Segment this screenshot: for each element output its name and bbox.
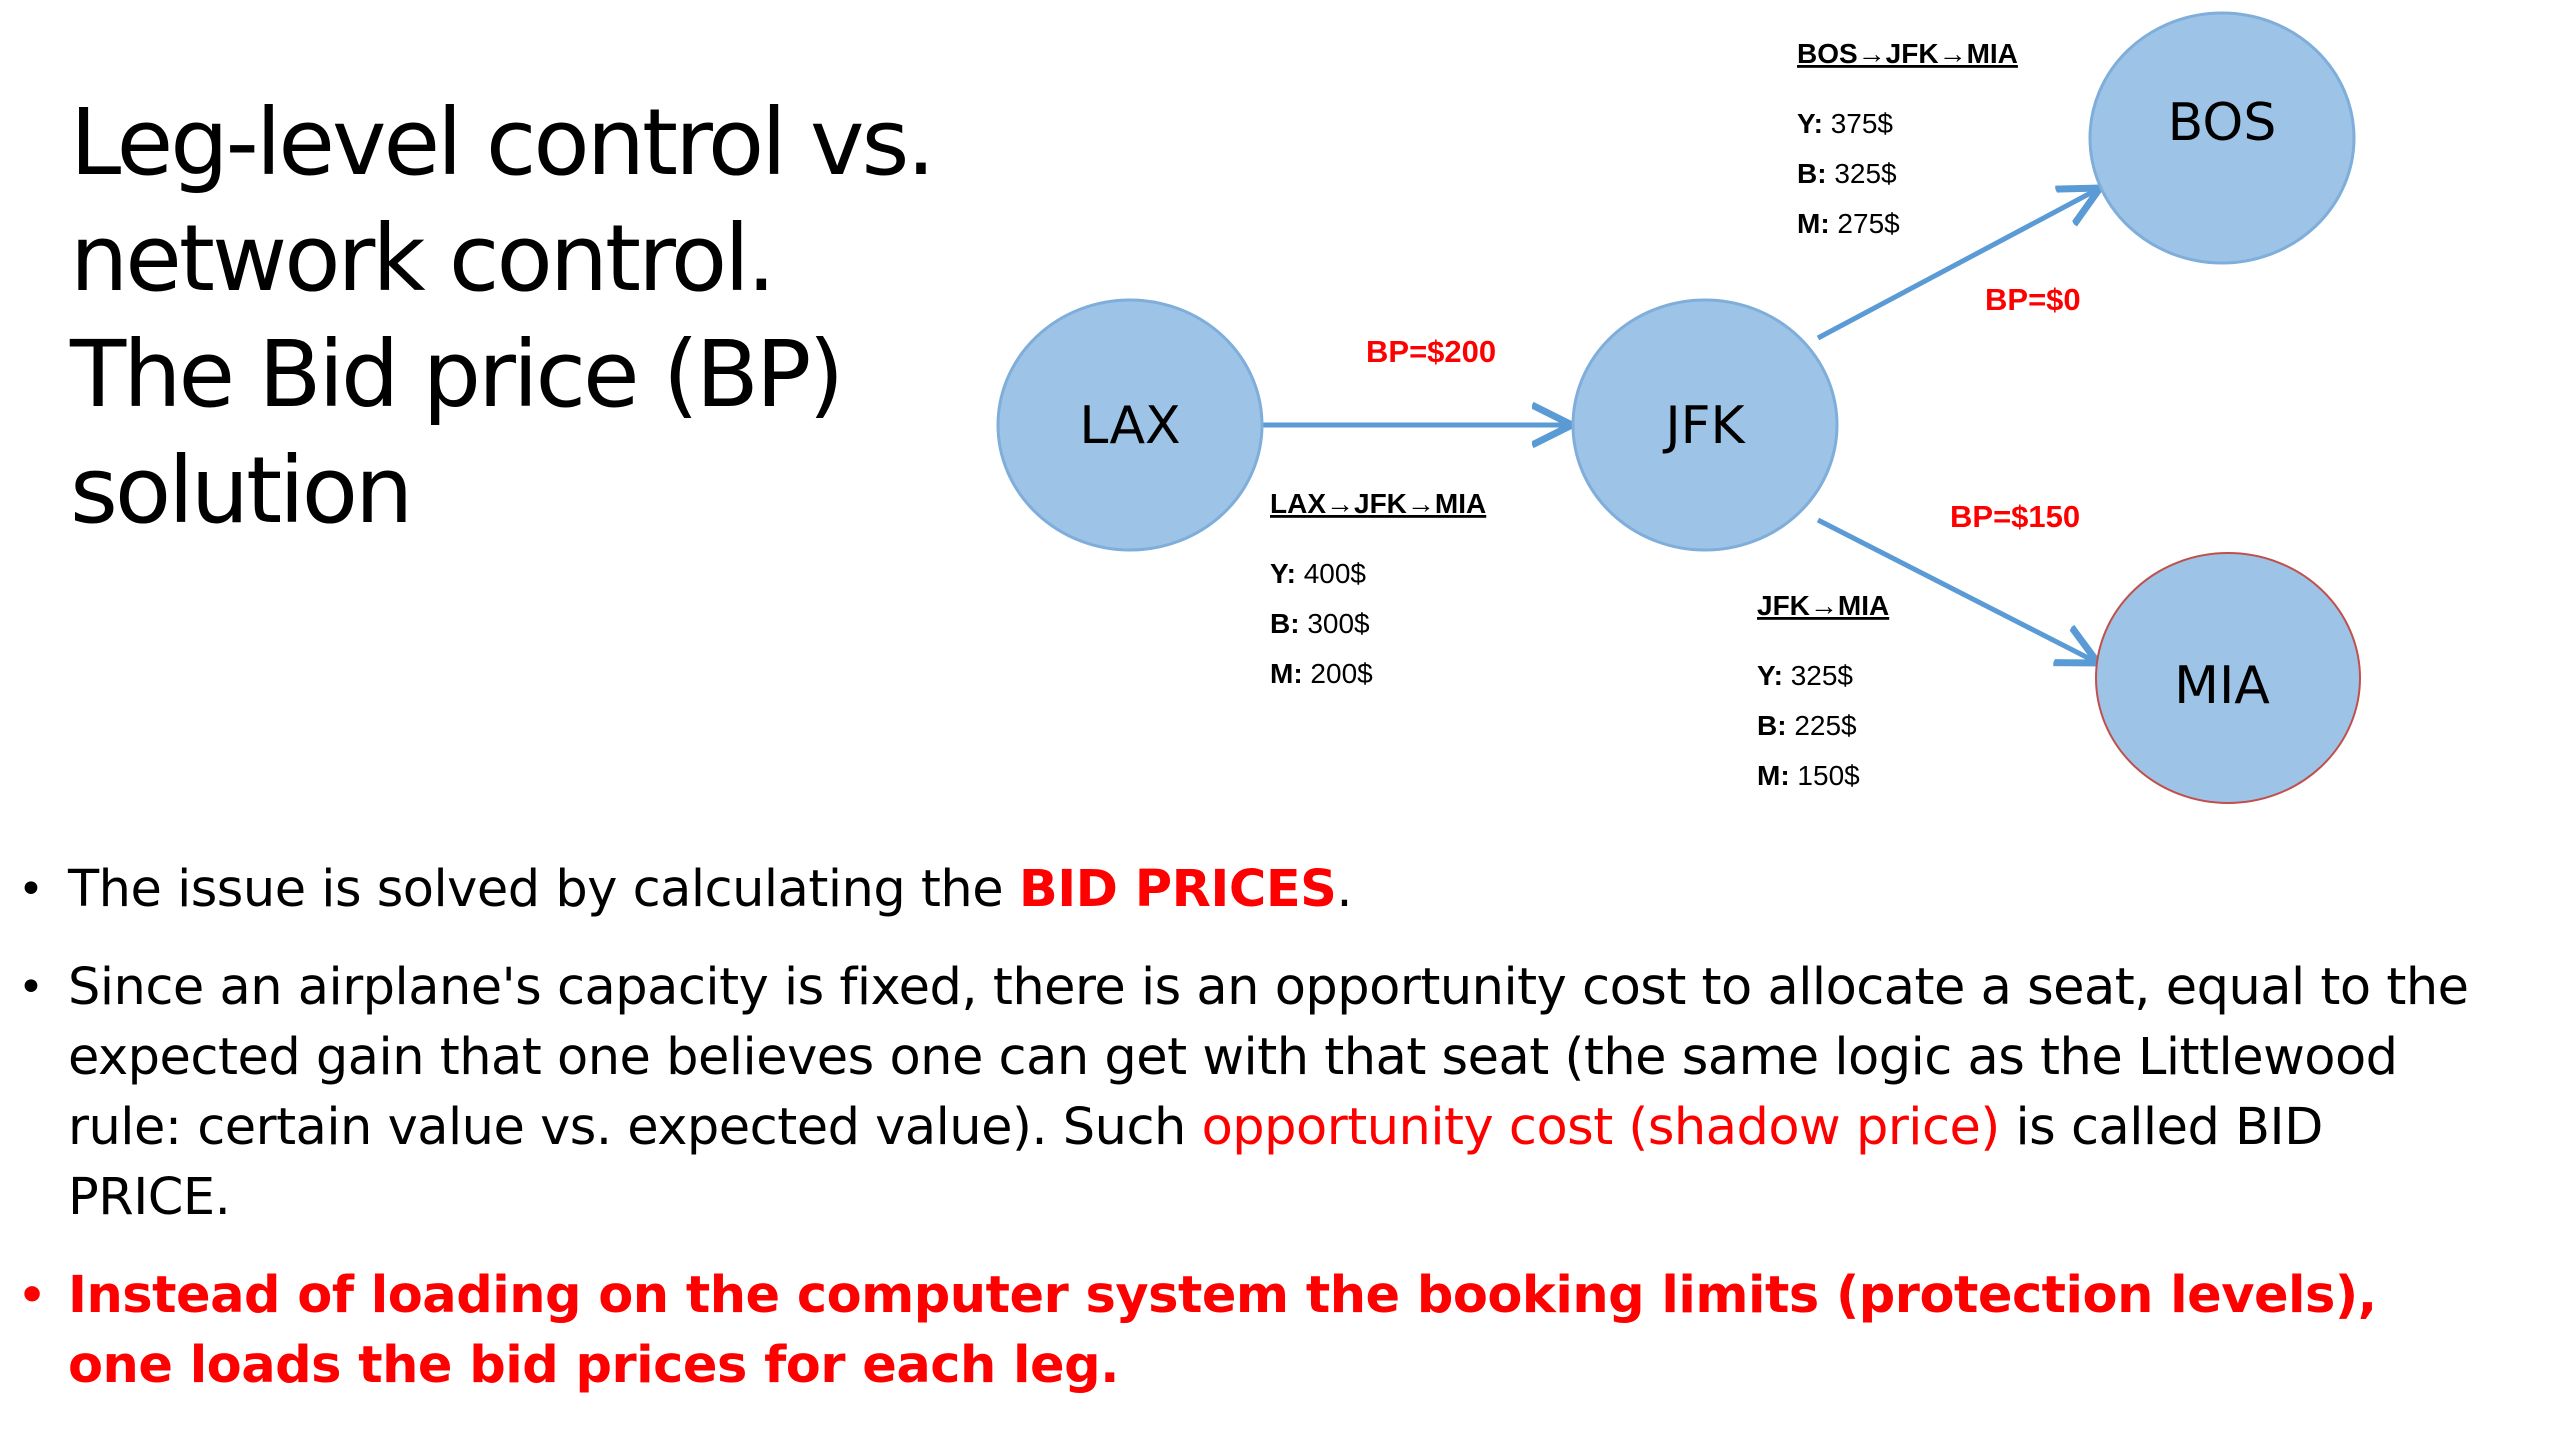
bullet-text: Since an airplane's capacity is fixed, t… xyxy=(68,958,2469,1157)
node-mia: MIA xyxy=(2095,552,2361,804)
fare-row: M: 275$ xyxy=(1797,208,1900,239)
bullet-highlight: BID PRICES xyxy=(1018,860,1337,919)
fare-block-jfk-mia: JFK→MIA Y: 325$ B: 225$ M: 150$ xyxy=(1757,590,1889,791)
fare-block-bos-jfk-mia: BOS→JFK→MIA Y: 375$ B: 325$ M: 275$ xyxy=(1797,38,2018,239)
fare-row: Y: 400$ xyxy=(1270,558,1366,589)
node-bos-label: BOS xyxy=(2168,93,2277,153)
edge-jfk-mia xyxy=(1816,517,2098,663)
bullet-text: The issue is solved by calculating the xyxy=(68,860,1019,919)
title-line-1: Leg-level control vs. xyxy=(70,89,936,196)
fare-row: B: 325$ xyxy=(1797,158,1897,189)
edge-jfk-bos xyxy=(1816,188,2100,341)
network-diagram: LAX JFK BOS MIA BP=$200 BP=$0 BP=$150 BO… xyxy=(996,11,2361,804)
fare-row: Y: 375$ xyxy=(1797,108,1893,139)
fare-row: M: 200$ xyxy=(1270,658,1373,689)
fare-row: B: 225$ xyxy=(1757,710,1857,741)
node-mia-label: MIA xyxy=(2174,656,2270,716)
bullet-item: Instead of loading on the computer syste… xyxy=(18,1261,2488,1401)
node-bos: BOS xyxy=(2088,11,2356,265)
bid-price-jfk-mia: BP=$150 xyxy=(1950,499,2080,534)
fare-block-lax-jfk-mia: LAX→JFK→MIA Y: 400$ B: 300$ M: 200$ xyxy=(1270,488,1486,689)
route-heading-jfk-mia: JFK→MIA xyxy=(1757,590,1889,621)
bid-price-jfk-bos: BP=$0 xyxy=(1985,282,2081,317)
bullet-text-end: . xyxy=(1336,860,1353,919)
title-line-3: The Bid price (BP) xyxy=(70,321,844,428)
bullet-list: The issue is solved by calculating the B… xyxy=(18,855,2488,1429)
bullet-text: Instead of loading on the computer syste… xyxy=(68,1266,2377,1395)
title-line-4: solution xyxy=(70,437,413,544)
fare-row: B: 300$ xyxy=(1270,608,1370,639)
bid-price-lax-jfk: BP=$200 xyxy=(1366,334,1496,369)
node-lax-label: LAX xyxy=(1079,396,1180,456)
node-lax: LAX xyxy=(996,298,1264,552)
bullet-item: The issue is solved by calculating the B… xyxy=(18,855,2488,925)
route-heading-bos-jfk-mia: BOS→JFK→MIA xyxy=(1797,38,2018,69)
bullet-item: Since an airplane's capacity is fixed, t… xyxy=(18,953,2488,1233)
title-line-2: network control. xyxy=(70,205,776,312)
bullet-highlight: opportunity cost (shadow price) xyxy=(1201,1098,2001,1157)
fare-row: M: 150$ xyxy=(1757,760,1860,791)
node-jfk: JFK xyxy=(1571,298,1839,552)
fare-row: Y: 325$ xyxy=(1757,660,1853,691)
bullet-text-end: is called BID PRICE. xyxy=(68,1098,2323,1227)
node-jfk-label: JFK xyxy=(1662,396,1746,456)
slide-title: Leg-level control vs. network control. T… xyxy=(70,85,970,549)
route-heading-lax-jfk-mia: LAX→JFK→MIA xyxy=(1270,488,1486,519)
